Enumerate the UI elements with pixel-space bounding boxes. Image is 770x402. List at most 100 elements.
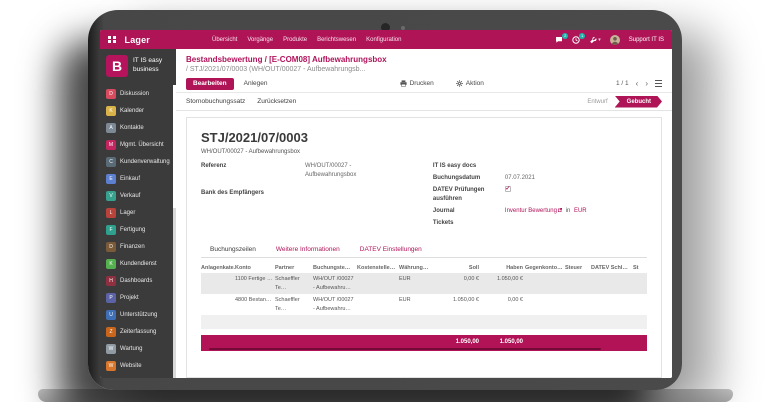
debug-tools-icon[interactable]: ▾ (589, 36, 601, 44)
topbar-menu-konfiguration[interactable]: Konfiguration (366, 36, 402, 43)
sidebar-item-diskussion[interactable]: D Diskussion (106, 85, 176, 102)
stornobuchungssatz-button[interactable]: Stornobuchungssatz (186, 98, 246, 105)
apps-grid-icon[interactable] (108, 35, 116, 44)
sidebar-item-kundendienst[interactable]: K Kundendienst (106, 255, 176, 272)
horizontal-scrollbar[interactable] (209, 348, 602, 351)
column-header-steuer[interactable]: Steuer (565, 265, 583, 271)
sidebar-item-wartung[interactable]: W Wartung (106, 340, 176, 357)
sidebar-item-label: Unterstützung (120, 311, 158, 318)
sidebar-item-lager[interactable]: L Lager (106, 204, 176, 221)
pager-prev-icon[interactable]: ‹ (635, 78, 639, 88)
kundendienst-icon: K (106, 258, 116, 269)
projekt-icon: P (106, 292, 116, 303)
avatar[interactable] (609, 34, 620, 45)
column-header-soll[interactable]: Soll (468, 265, 479, 271)
datev-checkbox[interactable]: ✓ (504, 186, 511, 192)
column-header-haben[interactable]: Haben (506, 265, 523, 271)
sidebar-item-verkauf[interactable]: V Verkauf (106, 187, 176, 204)
sidebar-item-fertigung[interactable]: F Fertigung (106, 221, 176, 238)
column-header-datev-schl[interactable]: DATEV Schl… (591, 265, 628, 271)
verkauf-icon: V (106, 190, 116, 201)
messages-icon[interactable]: 2 (555, 32, 569, 44)
sidebar-item-kontakte[interactable]: A Kontakte (106, 119, 176, 136)
column-header-anlagenkate[interactable]: Anlagenkate… (201, 265, 235, 271)
column-header-buchungste[interactable]: Buchungste… (313, 265, 351, 271)
unterstützung-icon: U (106, 309, 116, 320)
activities-badge: 1 (579, 32, 586, 39)
journal-link[interactable]: Inventur Bewertung (504, 208, 557, 214)
laptop-base (38, 389, 733, 402)
external-link-icon[interactable] (557, 208, 562, 212)
journal-currency-link[interactable]: EUR (573, 208, 587, 214)
list-view-icon[interactable] (655, 80, 662, 87)
pager: 1 / 1 ‹ › (616, 78, 662, 88)
table-row[interactable]: 4800 Bestan… Schaeffler Te… WH/OUT /00027 … (201, 294, 647, 315)
sidebar-item-label: Diskussion (120, 90, 150, 97)
topbar-menu-berichtswesen[interactable]: Berichtswesen (317, 36, 357, 43)
buchungsdatum-value[interactable]: 07.07.2021 (504, 175, 535, 181)
tab-datev-einstellungen[interactable]: DATEV Einstellungen (359, 246, 422, 253)
column-header-kostenstelle[interactable]: Kostenstelle… (357, 265, 396, 271)
sidebar-scrollbar[interactable] (173, 85, 176, 378)
sidebar-item-dashboards[interactable]: H Dashboards (106, 272, 176, 289)
totals-grid: 1.050,00 1.050,00 (201, 337, 647, 347)
sidebar-scrollbar-thumb[interactable] (173, 85, 176, 209)
website-icon: W (106, 360, 116, 371)
app-name[interactable]: Lager (124, 34, 151, 45)
buchungsdatum-label: Buchungsdatum (432, 175, 481, 181)
topbar-menu-übersicht[interactable]: Übersicht (212, 36, 238, 43)
sidebar-item-unterstützung[interactable]: U Unterstützung (106, 306, 176, 323)
sidebar-item-zeiterfassung[interactable]: Z Zeiterfassung (106, 323, 176, 340)
create-button[interactable]: Anlegen (243, 80, 268, 87)
cell (565, 273, 591, 294)
sidebar-item-label: Zeiterfassung (120, 328, 157, 335)
action-statusbar: Stornobuchungssatz Zurücksetzen Entwurf Ge… (176, 92, 672, 111)
cell (633, 294, 645, 315)
column-header-st[interactable]: St (633, 265, 639, 271)
sidebar-item-einkauf[interactable]: E Einkauf (106, 170, 176, 187)
cell (633, 273, 645, 294)
sidebar-item-website[interactable]: W Website (106, 357, 176, 374)
cell (201, 273, 235, 294)
cell: EUR (399, 276, 411, 282)
topbar-menu-vorgänge[interactable]: Vorgänge (247, 36, 274, 43)
logo-b-icon: B (106, 55, 128, 77)
cell: EUR (399, 297, 411, 304)
sidebar-item-label: Kontakte (120, 124, 144, 131)
zurücksetzen-button[interactable]: Zurücksetzen (257, 98, 297, 105)
kontakte-icon: A (106, 122, 116, 133)
cell: WH/OUT /00027 - Aufbewahru… (313, 297, 354, 312)
referenz-value[interactable]: WH/OUT/00027 - Aufbewahrungsbox (305, 163, 357, 178)
totals-row: 1.050,00 1.050,00 (201, 335, 647, 352)
column-header-partner[interactable]: Partner (275, 265, 295, 271)
edit-button[interactable]: Bearbeiten (186, 77, 234, 90)
tab-buchungszeilen[interactable]: Buchungszeilen (210, 246, 256, 253)
tab-weitere-informationen[interactable]: Weitere Informationen (275, 246, 340, 253)
topbar-menu-produkte[interactable]: Produkte (283, 36, 308, 43)
status-entwurf[interactable]: Entwurf (587, 98, 608, 105)
total-cell (357, 337, 399, 347)
sidebar-item-finanzen[interactable]: D Finanzen (106, 238, 176, 255)
pager-next-icon[interactable]: › (645, 78, 648, 88)
column-header-konto[interactable]: Konto (235, 265, 251, 271)
einkauf-icon: E (106, 173, 116, 184)
sidebar-item-kundenverwaltung[interactable]: C Kundenverwaltung (106, 153, 176, 170)
statusbar: Entwurf Gebucht (580, 96, 662, 108)
sidebar-item-projekt[interactable]: P Projekt (106, 289, 176, 306)
user-menu[interactable]: Support IT IS (628, 36, 664, 43)
column-header-gegenkonto[interactable]: Gegenkonto… (525, 265, 563, 271)
column-header-währung[interactable]: Währung… (399, 265, 429, 271)
table-row[interactable]: 1100 Fertige … Schaeffler Te… WH/OUT /0002… (201, 273, 647, 295)
print-button[interactable]: Drucken (399, 80, 434, 87)
sidebar-item-kalender[interactable]: K Kalender (106, 102, 176, 119)
sidebar-item-mgmt-übersicht[interactable]: M Mgmt. Übersicht (106, 136, 176, 153)
action-button[interactable]: Aktion (455, 80, 484, 87)
status-gebucht[interactable]: Gebucht (615, 96, 662, 108)
cell: 0,00 € (463, 276, 479, 282)
breadcrumb[interactable]: Bestandsbewertung / [E-COM08] Aufbewahru… (186, 55, 387, 64)
activities-icon[interactable]: 1 (572, 32, 586, 44)
company-logo[interactable]: B IT IS easy business (100, 49, 176, 84)
sidebar-item-label: Fertigung (120, 226, 146, 233)
datev-pruefungen-label: DATEV Prüfungen ausführen (432, 187, 485, 202)
